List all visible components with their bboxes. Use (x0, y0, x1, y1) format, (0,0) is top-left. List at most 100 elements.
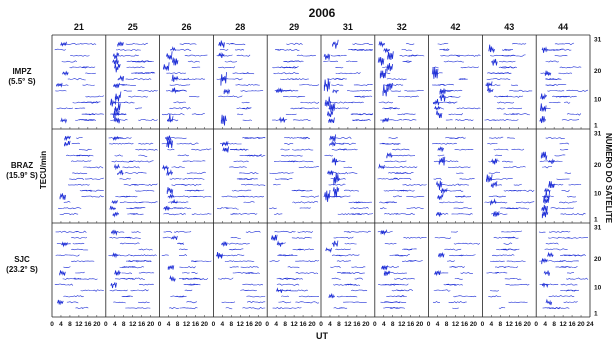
satellite-trace (403, 60, 412, 63)
satellite-trace (498, 60, 516, 63)
scintillation-burst (171, 235, 178, 240)
scintillation-burst (221, 241, 228, 248)
scintillation-burst (486, 81, 493, 89)
satellite-trace (506, 207, 530, 210)
scintillation-burst (431, 67, 439, 79)
satellite-trace (563, 254, 585, 257)
satellite-trace (287, 160, 314, 163)
satellite-trace (161, 113, 185, 116)
satellite-trace (187, 189, 200, 192)
x-tick-label: 20 (255, 321, 263, 328)
scintillation-burst (114, 270, 121, 276)
row-latitude-label: (15.9° S) (6, 171, 38, 180)
scintillation-burst (112, 57, 119, 65)
satellite-trace (119, 242, 140, 245)
panel-IMPZ-29 (272, 42, 320, 129)
satellite-trace (500, 66, 518, 69)
scintillation-burst (490, 181, 498, 188)
scintillation-burst (331, 157, 339, 166)
satellite-trace (69, 66, 89, 69)
satellite-trace (75, 307, 84, 309)
satellite-trace (299, 207, 311, 209)
satellite-trace (383, 84, 404, 86)
scintillation-burst (380, 229, 387, 236)
satellite-trace (63, 266, 71, 268)
satellite-trace (75, 271, 85, 274)
satellite-trace (130, 289, 149, 292)
scintillation-burst (110, 282, 117, 289)
satellite-trace (447, 166, 471, 169)
satellite-trace (459, 177, 475, 180)
satellite-trace (182, 177, 205, 180)
satellite-trace (169, 84, 191, 87)
satellite-trace (554, 154, 566, 157)
satellite-trace (559, 142, 570, 145)
satellite-trace (488, 295, 502, 298)
satellite-trace (135, 148, 158, 151)
satellite-trace (124, 171, 147, 174)
satellite-trace (244, 137, 266, 139)
panel-IMPZ-28 (216, 40, 264, 129)
satellite-trace (497, 101, 515, 104)
x-tick-label: 20 (577, 321, 585, 328)
satellite-trace (79, 189, 104, 192)
satellite-trace (350, 289, 368, 292)
scintillation-burst (64, 135, 71, 142)
satellite-trace (245, 230, 261, 233)
satellite-trace (72, 242, 85, 245)
satellite-trace (459, 78, 466, 80)
satellite-trace (279, 277, 303, 280)
satellite-trace (512, 43, 527, 45)
x-tick-label: 20 (308, 321, 316, 328)
satellite-trace (377, 177, 398, 180)
scintillation-burst (548, 158, 555, 164)
satellite-trace (122, 166, 140, 169)
satellite-trace (115, 195, 138, 198)
satellite-trace (123, 89, 133, 92)
scintillation-burst (59, 193, 66, 200)
satellite-trace (559, 148, 569, 151)
satellite-trace (351, 113, 373, 116)
x-tick-label: 8 (68, 321, 72, 328)
satellite-trace (138, 248, 153, 251)
satellite-trace (281, 154, 303, 157)
satellite-trace (382, 107, 400, 110)
x-tick-label: 12 (237, 321, 245, 328)
satellite-trace (75, 137, 83, 139)
x-tick-label: 16 (407, 321, 415, 328)
satellite-trace (71, 142, 81, 145)
scintillation-burst (382, 84, 389, 97)
satellite-trace (239, 154, 262, 157)
x-tick-label: 12 (344, 321, 352, 328)
satellite-trace (450, 231, 458, 233)
satellite-trace (292, 248, 304, 251)
scintillation-burst (490, 198, 497, 206)
x-tick-label: 8 (122, 321, 126, 328)
satellite-trace (63, 43, 83, 45)
satellite-trace (224, 60, 237, 63)
x-tick-label: 4 (543, 321, 547, 328)
satellite-trace (183, 283, 198, 286)
satellite-trace (407, 260, 423, 262)
panel-BRAZ-21 (58, 135, 104, 223)
scintillation-burst (163, 205, 170, 212)
satellite-trace (221, 195, 245, 198)
satellite-trace (173, 101, 186, 104)
satellite-trace (295, 301, 320, 304)
panel-BRAZ-25 (108, 135, 158, 223)
satellite-trace (558, 72, 573, 75)
scintillation-burst (328, 117, 335, 124)
satellite-trace (218, 66, 236, 69)
satellite-trace (83, 166, 104, 169)
satellite-trace (225, 307, 233, 310)
satellite-trace (191, 148, 212, 151)
satellite-trace (335, 248, 351, 251)
x-tick-label: 4 (274, 321, 278, 328)
satellite-trace (460, 272, 473, 274)
satellite-trace (559, 201, 577, 204)
scintillation-burst (171, 87, 179, 94)
satellite-trace (128, 95, 148, 98)
satellite-trace (108, 254, 133, 257)
x-tick-label: 0 (212, 321, 216, 328)
y-tick-label: 1 (594, 217, 598, 224)
